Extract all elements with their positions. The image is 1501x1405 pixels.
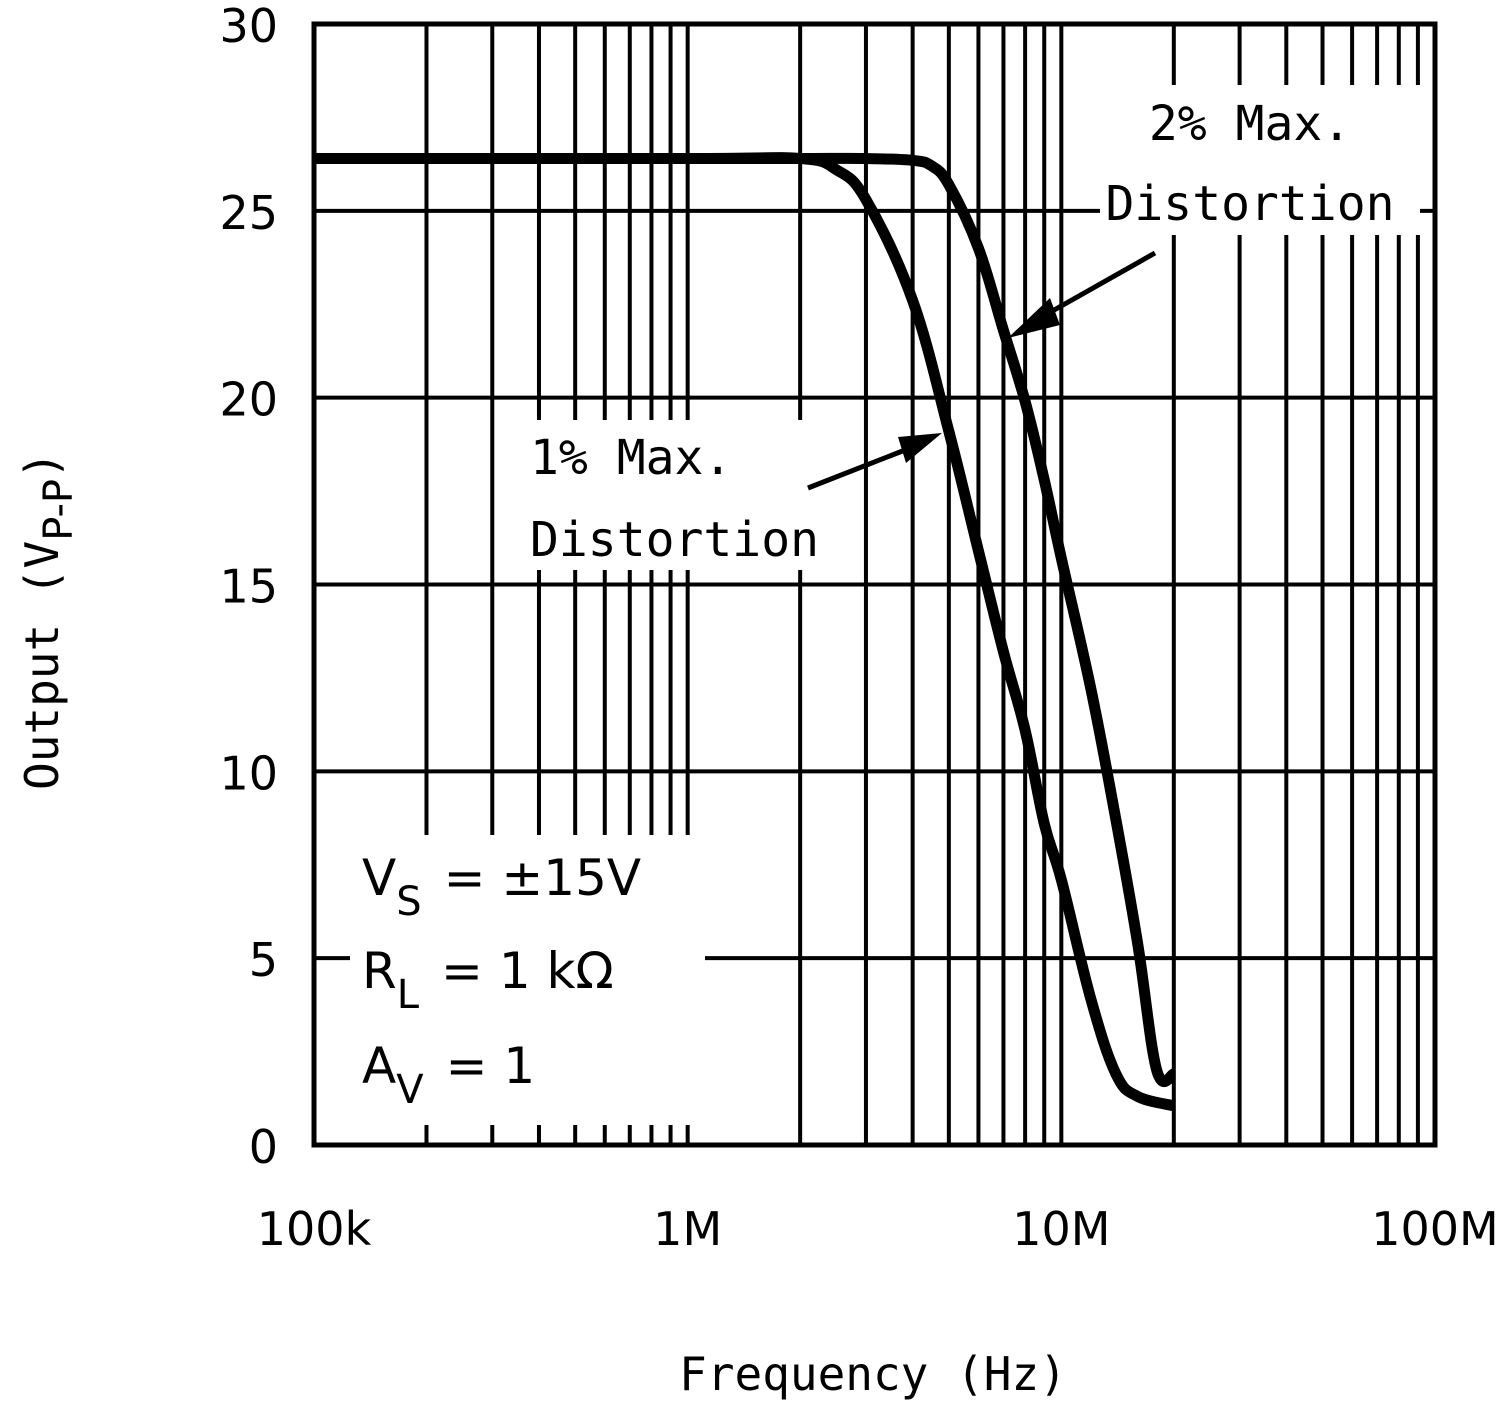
annotation-2pct: 2% Max. Distortion	[1106, 96, 1395, 232]
label-background	[520, 420, 820, 570]
x-tick-label: 10M	[1012, 1202, 1110, 1256]
arrow-1pct	[807, 433, 942, 491]
data-curves	[313, 152, 1177, 1112]
y-tick-label: 0	[249, 1120, 278, 1174]
svg-text:1% Max.: 1% Max.	[530, 430, 732, 486]
label-background	[1100, 85, 1420, 235]
arrow-2pct	[1008, 250, 1157, 338]
x-tick-labels: 100k 1M 10M 100M	[257, 1202, 1499, 1256]
y-tick-label: 20	[219, 373, 278, 427]
x-axis-title: Frequency (Hz)	[679, 1347, 1067, 1401]
y-tick-label: 30	[219, 0, 278, 53]
y-tick-label: 25	[219, 186, 278, 240]
label-background	[350, 835, 705, 1125]
plot-frame	[311, 21, 1438, 1148]
svg-text:Distortion: Distortion	[1106, 176, 1395, 232]
svg-text:2% Max.: 2% Max.	[1149, 96, 1351, 152]
test-conditions: VS = ±15V RL = 1 kΩ AV = 1	[362, 849, 641, 1113]
label-backgrounds	[350, 85, 1420, 1125]
y-tick-label: 10	[219, 746, 278, 800]
svg-text:RL= 1 kΩ: RL = 1 kΩ	[362, 942, 614, 1018]
svg-text:VS= ±15V: VS = ±15V	[362, 849, 641, 925]
svg-text:Distortion: Distortion	[530, 512, 819, 568]
x-tick-label: 100M	[1371, 1202, 1499, 1256]
x-tick-label: 100k	[257, 1202, 372, 1256]
annotation-1pct: 1% Max. Distortion	[530, 430, 819, 568]
y-axis-title: Output (VP-P)	[15, 451, 82, 790]
x-tick-label: 1M	[653, 1202, 722, 1256]
y-tick-labels: 0 5 10 15 20 25 30	[219, 0, 278, 1174]
svg-text:AV= 1: AV = 1	[362, 1037, 535, 1113]
curve-2pct-distortion	[313, 152, 1177, 1088]
y-tick-label: 15	[219, 560, 278, 614]
y-tick-label: 5	[249, 933, 278, 987]
